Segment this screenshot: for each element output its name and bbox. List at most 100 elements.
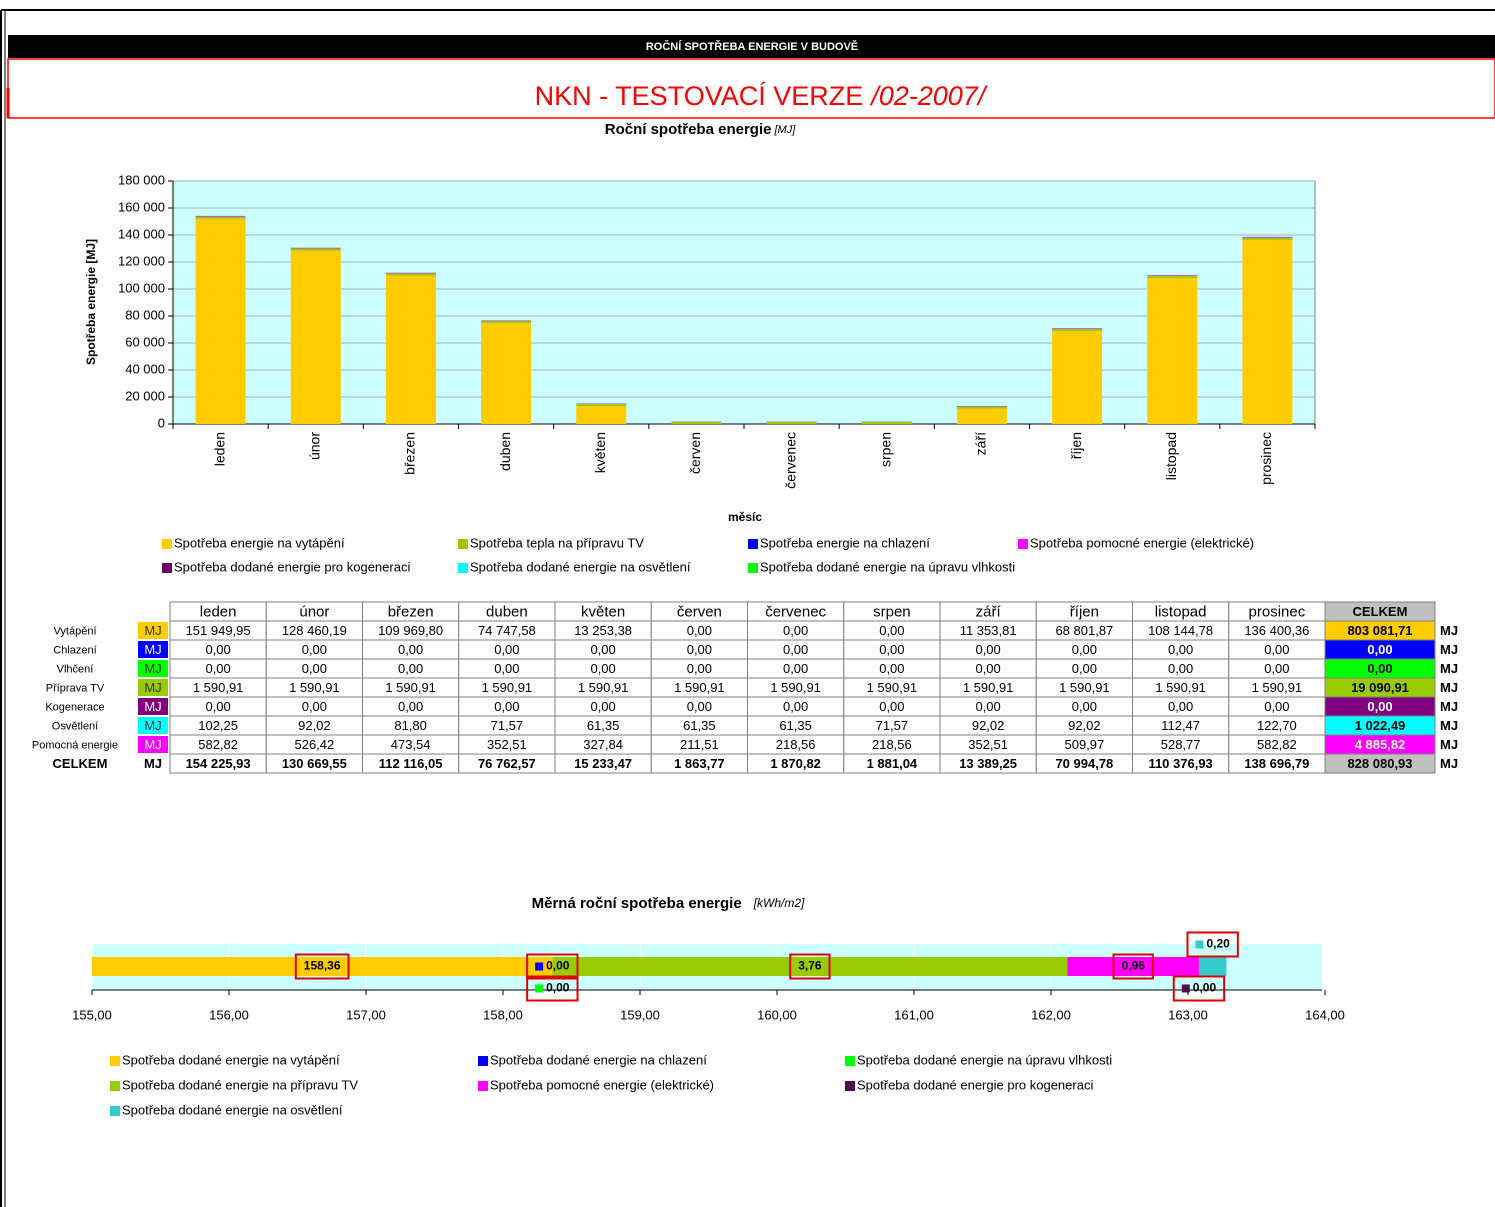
table-cell-text: 218,56	[872, 737, 912, 752]
bar-segment	[671, 421, 722, 424]
table-cell-text: 582,82	[198, 737, 238, 752]
y-tick-label: 20 000	[125, 388, 165, 403]
bar-segment	[385, 272, 436, 274]
table-cell-text: 102,25	[198, 718, 238, 733]
row-label: Pomocná energie	[32, 739, 118, 751]
data-label: 158,36	[304, 959, 341, 973]
table-cell-text: 0,00	[1072, 699, 1097, 714]
row-unit-right: MJ	[1440, 756, 1458, 771]
data-label: 0,00	[546, 959, 570, 973]
legend-label: Spotřeba dodané energie na osvětlení	[470, 559, 691, 574]
table-cell-text: 828 080,93	[1347, 756, 1412, 771]
y-axis-label: Spotřeba energie [MJ]	[84, 239, 98, 365]
x-tick-label: listopad	[1163, 432, 1179, 480]
column-header: srpen	[873, 603, 911, 620]
table-cell-text: 1 590,91	[770, 680, 821, 695]
table-cell-text: 81,80	[394, 718, 427, 733]
table-cell-text: 0,00	[302, 699, 327, 714]
main-title: NKN - TESTOVACÍ VERZE/02-2007/	[535, 81, 988, 111]
column-header: říjen	[1070, 603, 1099, 620]
table-cell-text: 0,00	[687, 699, 712, 714]
row-unit-right: MJ	[1440, 642, 1458, 657]
table-cell-text: 582,82	[1257, 737, 1297, 752]
y-tick-label: 160 000	[118, 199, 165, 214]
table-cell-text: 0,00	[1264, 642, 1289, 657]
table-cell-text: 0,00	[1072, 661, 1097, 676]
table-cell-text: 74 747,58	[478, 623, 536, 638]
table-cell-text: 0,00	[1072, 642, 1097, 657]
x-tick-label: prosinec	[1258, 432, 1274, 485]
x-tick-label: 158,00	[483, 1007, 523, 1022]
table-cell-text: 13 253,38	[574, 623, 632, 638]
table-cell-text: 0,00	[205, 661, 230, 676]
table-cell-text: 1 590,91	[193, 680, 244, 695]
table-cell-text: 13 389,25	[959, 756, 1017, 771]
table-cell-text: 0,00	[1168, 642, 1193, 657]
table-cell-text: 0,00	[302, 642, 327, 657]
table-cell-text: 0,00	[494, 699, 519, 714]
data-label: 0,20	[1206, 937, 1230, 951]
x-tick-label: březen	[402, 432, 418, 475]
table-cell-text: 218,56	[776, 737, 816, 752]
column-header: listopad	[1155, 603, 1207, 620]
bar-segment	[552, 957, 1068, 976]
row-unit: MJ	[144, 642, 161, 657]
legend-label: Spotřeba dodané energie na úpravu vlhkos…	[760, 559, 1015, 574]
table-cell-text: 76 762,57	[478, 756, 536, 771]
table-cell-text: 0,00	[1367, 661, 1392, 676]
x-tick-label: 161,00	[894, 1007, 934, 1022]
row-unit: MJ	[144, 661, 161, 676]
table-cell-text: 1 590,91	[385, 680, 436, 695]
x-tick-label: 157,00	[346, 1007, 386, 1022]
row-unit: MJ	[144, 623, 161, 638]
table-cell-text: 61,35	[587, 718, 620, 733]
column-header: červen	[677, 603, 722, 620]
table-cell-text: 136 400,36	[1244, 623, 1309, 638]
legend-swatch	[748, 539, 758, 549]
table-cell-text: 0,00	[783, 699, 808, 714]
table-cell-text: 0,00	[783, 623, 808, 638]
bar-segment	[290, 247, 341, 249]
column-header: červenec	[765, 603, 826, 620]
row-label: CELKEM	[53, 756, 108, 771]
table-cell-text: 15 233,47	[574, 756, 632, 771]
y-tick-label: 120 000	[118, 253, 165, 268]
table-cell-text: 0,00	[398, 642, 423, 657]
legend-label: Spotřeba energie na vytápění	[174, 535, 345, 550]
table-cell-text: 0,00	[1367, 699, 1392, 714]
data-label-key	[535, 984, 544, 993]
legend-label: Spotřeba dodané energie pro kogeneraci	[857, 1077, 1093, 1092]
bar-segment	[576, 406, 627, 424]
table-cell-text: 1 590,91	[482, 680, 533, 695]
legend-label: Spotřeba dodané energie na chlazení	[490, 1052, 707, 1067]
column-header: květen	[581, 603, 625, 620]
table-cell-text: 473,54	[391, 737, 431, 752]
row-unit: MJ	[144, 680, 161, 695]
table-cell-text: 1 590,91	[1252, 680, 1303, 695]
chart-unit: [MJ]	[773, 124, 796, 136]
data-label-box	[1172, 975, 1226, 1002]
data-label-box	[1112, 953, 1154, 980]
table-cell-text: 68 801,87	[1055, 623, 1113, 638]
legend-label: Spotřeba dodané energie na osvětlení	[122, 1102, 343, 1117]
bar-segment	[1242, 239, 1293, 424]
legend-label: Spotřeba pomocné energie (elektrické)	[490, 1077, 714, 1092]
table-cell-text: 1 590,91	[1059, 680, 1110, 695]
bar-segment	[1242, 237, 1293, 240]
table-cell-text: 0,00	[975, 642, 1000, 657]
x-tick-label: 162,00	[1031, 1007, 1071, 1022]
table-cell-text: 1 590,91	[674, 680, 725, 695]
chart-unit: [kWh/m2]	[753, 896, 805, 910]
row-unit-right: MJ	[1440, 699, 1458, 714]
title-text: NKN - TESTOVACÍ VERZE	[535, 81, 864, 111]
table-cell-text: 0,00	[590, 699, 615, 714]
table-cell-text: 61,35	[683, 718, 716, 733]
table-cell-text: 0,00	[687, 623, 712, 638]
x-tick-label: leden	[211, 432, 227, 466]
row-unit: MJ	[144, 756, 162, 771]
table-cell-text: 0,00	[398, 661, 423, 676]
data-label: 0,00	[1193, 981, 1217, 995]
table-cell-text: 61,35	[779, 718, 812, 733]
data-label-box	[526, 975, 579, 1002]
legend-swatch	[1018, 539, 1028, 549]
